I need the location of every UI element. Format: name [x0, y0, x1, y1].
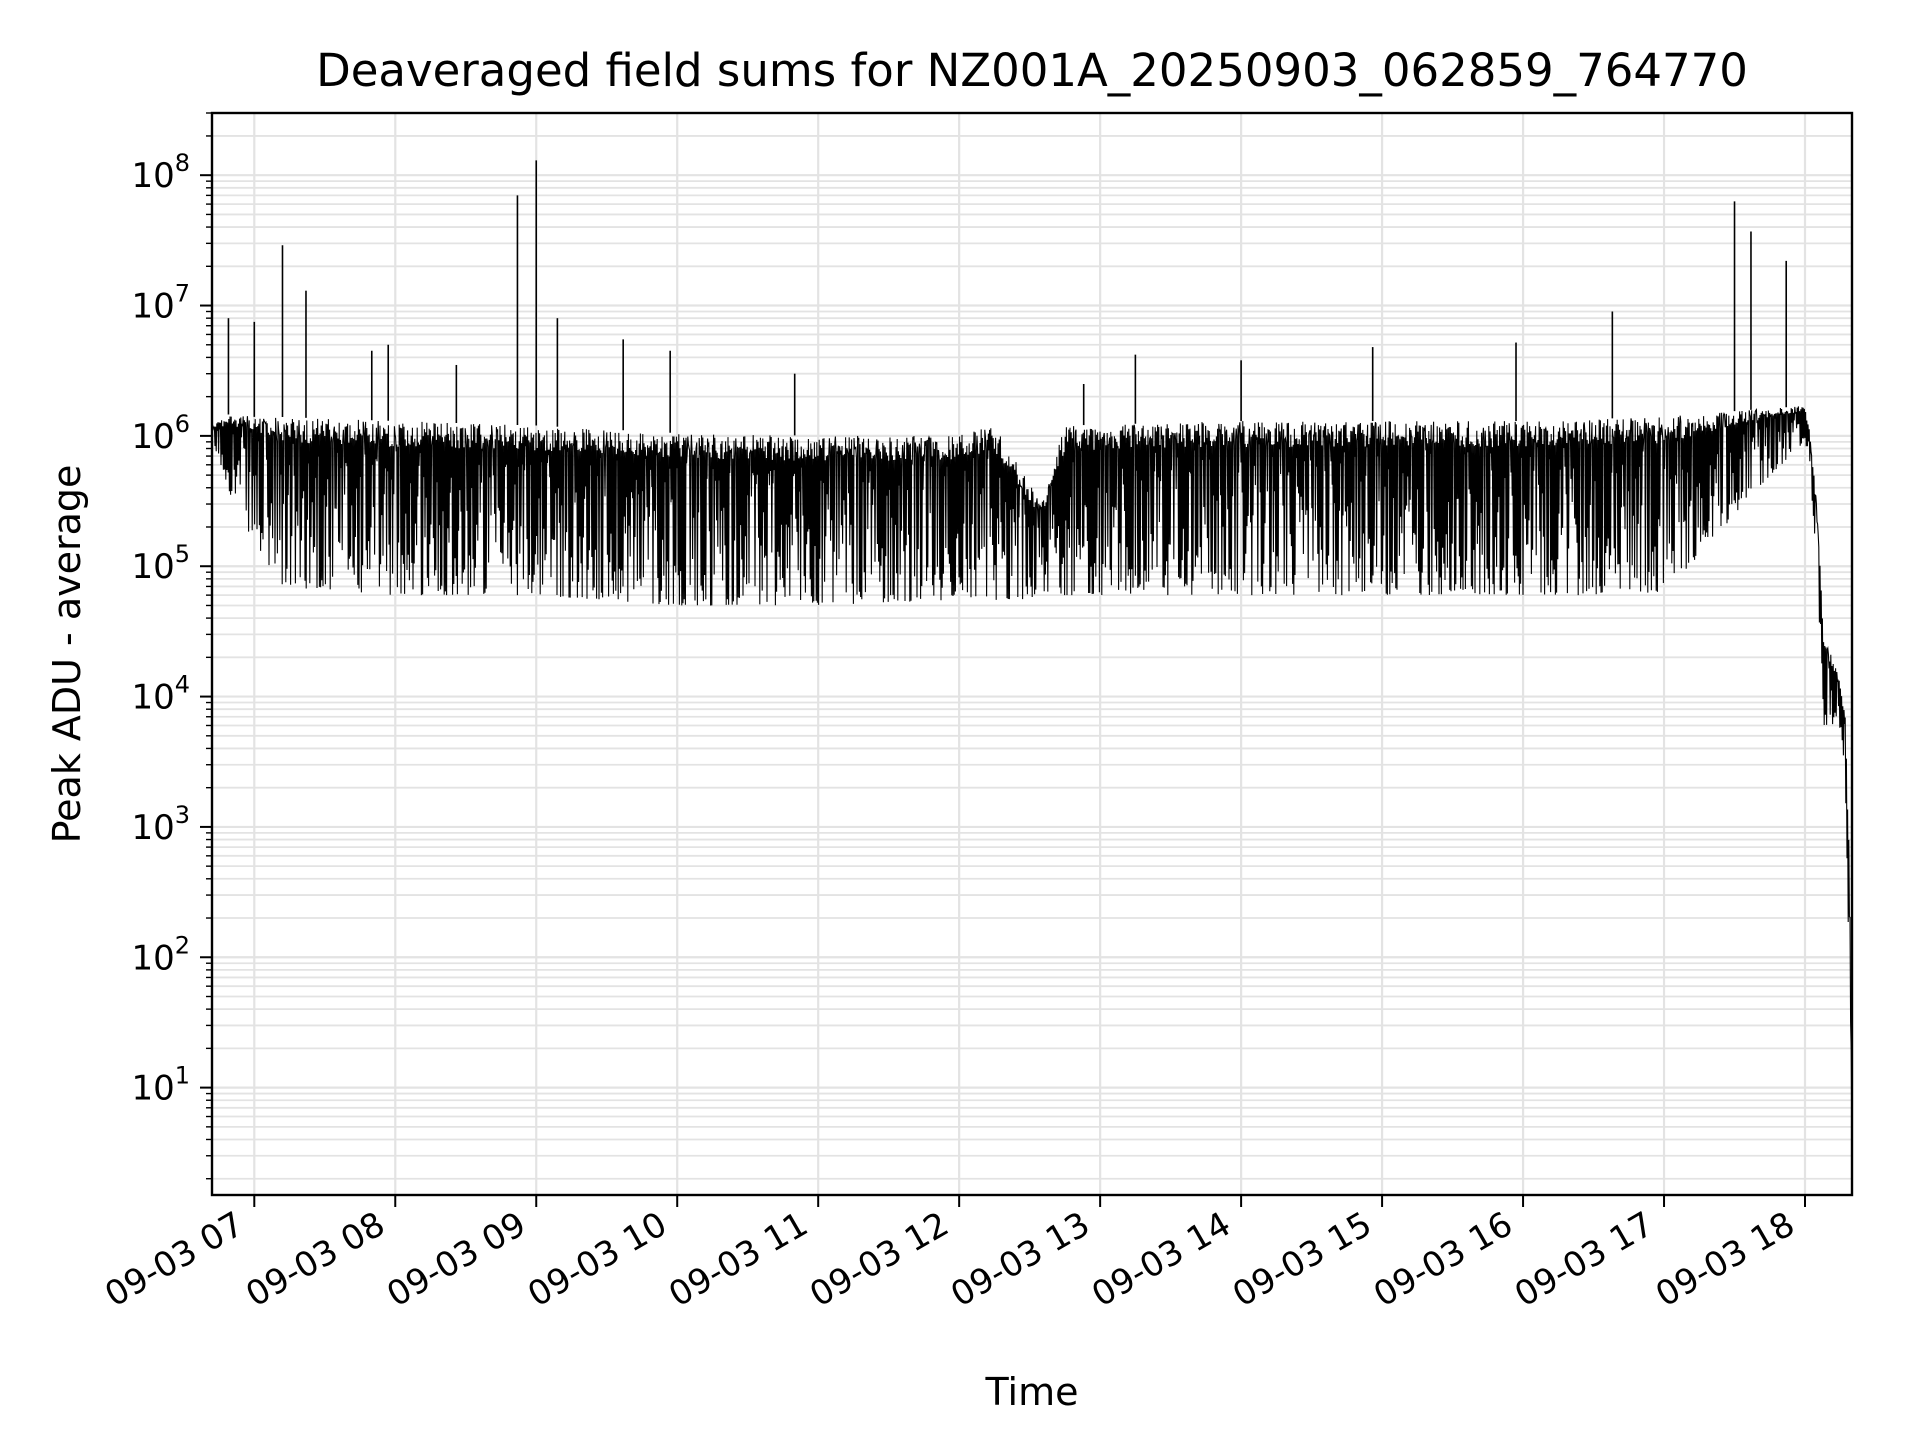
y-tick-base: 10: [131, 938, 174, 978]
y-tick-exponent: 1: [175, 1062, 190, 1090]
y-tick-label: 101: [131, 1062, 190, 1109]
y-tick-label: 102: [131, 931, 190, 978]
y-tick-base: 10: [131, 417, 174, 457]
y-tick-base: 10: [131, 156, 174, 196]
y-tick-base: 10: [131, 1069, 174, 1109]
y-tick-label: 107: [131, 280, 190, 327]
series-line: [211, 406, 1853, 1128]
y-tick-label: 105: [131, 540, 190, 587]
y-tick-exponent: 8: [175, 149, 190, 177]
y-tick-exponent: 5: [175, 540, 190, 568]
y-tick-label: 106: [131, 410, 190, 457]
plot-frame: [210, 111, 1854, 1197]
y-tick-label: 108: [131, 149, 190, 196]
y-tick-base: 10: [131, 547, 174, 587]
y-tick-exponent: 3: [175, 801, 190, 829]
y-axis-title: Peak ADU - average: [45, 465, 89, 844]
y-tick-exponent: 4: [175, 671, 190, 699]
y-tick-exponent: 7: [175, 280, 190, 308]
data-series: [211, 160, 1853, 1128]
y-tick-base: 10: [131, 678, 174, 718]
grid-lines: [212, 112, 1852, 1195]
x-axis-title: Time: [985, 1370, 1079, 1414]
y-tick-base: 10: [131, 808, 174, 848]
y-tick-exponent: 2: [175, 931, 190, 959]
y-tick-label: 104: [131, 671, 190, 718]
y-tick-exponent: 6: [175, 410, 190, 438]
y-tick-base: 10: [131, 287, 174, 327]
chart-title: Deaveraged field sums for NZ001A_2025090…: [316, 44, 1748, 97]
y-tick-label: 103: [131, 801, 190, 848]
